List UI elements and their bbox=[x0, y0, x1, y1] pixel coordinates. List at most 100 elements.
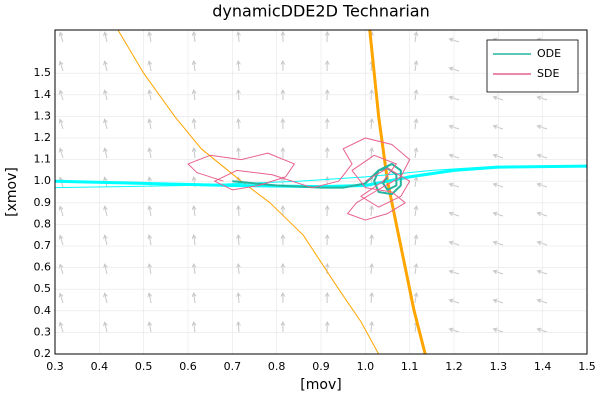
field-arrow bbox=[413, 205, 419, 217]
field-arrow bbox=[369, 147, 374, 159]
y-tick-label: 1.5 bbox=[34, 66, 52, 79]
field-arrow bbox=[236, 117, 241, 130]
field-arrow bbox=[147, 118, 153, 130]
field-arrow bbox=[147, 31, 153, 43]
field-arrow bbox=[324, 117, 330, 130]
field-arrow bbox=[369, 263, 374, 275]
field-arrow bbox=[58, 292, 64, 304]
legend-box bbox=[486, 39, 579, 93]
field-arrow bbox=[413, 31, 419, 43]
field-arrow bbox=[147, 205, 153, 217]
field-arrow bbox=[536, 298, 548, 304]
field-arrow bbox=[413, 263, 419, 275]
y-tick-label: 0.9 bbox=[34, 196, 52, 209]
field-arrow bbox=[147, 147, 153, 159]
field-arrow bbox=[103, 292, 108, 304]
field-arrow bbox=[324, 204, 330, 217]
field-arrow bbox=[236, 146, 241, 159]
field-arrow bbox=[280, 320, 286, 333]
x-axis-label: [mov] bbox=[300, 377, 341, 393]
field-arrow bbox=[58, 205, 64, 217]
field-arrow bbox=[280, 146, 286, 159]
x-tick-label: 1.2 bbox=[445, 360, 463, 373]
field-arrow bbox=[147, 292, 153, 304]
x-tick-label: 0.6 bbox=[179, 360, 197, 373]
field-arrow bbox=[536, 182, 548, 188]
x-tick-label: 0.4 bbox=[91, 360, 109, 373]
field-arrow bbox=[536, 269, 548, 275]
field-arrow bbox=[191, 321, 197, 333]
field-arrow bbox=[413, 234, 419, 246]
field-arrow bbox=[103, 89, 108, 101]
field-arrow bbox=[58, 321, 64, 333]
field-arrow bbox=[103, 321, 108, 333]
field-arrow bbox=[103, 205, 108, 217]
field-arrow bbox=[191, 263, 197, 275]
x-tick-label: 1.5 bbox=[578, 360, 596, 373]
field-arrow bbox=[103, 118, 108, 130]
field-arrow bbox=[103, 31, 108, 43]
field-arrow bbox=[236, 204, 241, 217]
field-arrow bbox=[58, 263, 64, 275]
field-arrow bbox=[191, 147, 197, 159]
field-arrow bbox=[413, 147, 419, 159]
field-arrow bbox=[369, 292, 374, 304]
field-arrow bbox=[369, 118, 374, 130]
chart-title: dynamicDDE2D Technarian bbox=[212, 2, 429, 21]
field-arrow bbox=[413, 118, 419, 130]
field-arrow bbox=[236, 262, 241, 275]
x-tick-label: 1.4 bbox=[534, 360, 552, 373]
field-arrow bbox=[280, 291, 286, 304]
field-arrow bbox=[58, 118, 64, 130]
field-arrow bbox=[236, 291, 241, 304]
field-arrow bbox=[103, 147, 108, 159]
legend-label: ODE bbox=[537, 47, 561, 60]
field-arrow bbox=[536, 95, 548, 101]
field-arrow bbox=[536, 327, 548, 333]
series-line bbox=[117, 30, 380, 354]
series-line bbox=[187, 137, 411, 221]
plot-area bbox=[55, 30, 587, 354]
field-arrow bbox=[191, 60, 197, 72]
legend-label: SDE bbox=[537, 67, 559, 80]
field-arrow bbox=[413, 292, 419, 304]
legend: ODE SDE bbox=[486, 39, 579, 93]
field-arrow bbox=[369, 321, 374, 333]
field-arrow bbox=[236, 30, 241, 43]
field-arrow bbox=[147, 234, 153, 246]
y-tick-label: 0.7 bbox=[34, 239, 52, 252]
field-arrow bbox=[191, 205, 197, 217]
field-arrow bbox=[147, 263, 153, 275]
field-arrow bbox=[324, 262, 330, 275]
field-arrow bbox=[236, 233, 241, 246]
y-tick-label: 1.2 bbox=[34, 131, 52, 144]
field-arrow bbox=[103, 234, 108, 246]
field-arrow bbox=[236, 59, 241, 72]
field-arrow bbox=[147, 321, 153, 333]
field-arrow bbox=[236, 320, 241, 333]
x-tick-label: 0.8 bbox=[268, 360, 286, 373]
field-arrow bbox=[58, 31, 64, 43]
y-tick-label: 0.4 bbox=[34, 304, 52, 317]
y-tick-label: 0.3 bbox=[34, 325, 52, 338]
field-arrow bbox=[191, 292, 197, 304]
y-tick-label: 1.4 bbox=[34, 88, 52, 101]
series-line bbox=[368, 30, 427, 354]
field-arrow bbox=[324, 59, 330, 72]
series-line bbox=[55, 164, 587, 189]
field-arrow bbox=[280, 117, 286, 130]
y-tick-label: 1.3 bbox=[34, 109, 52, 122]
field-arrow bbox=[191, 118, 197, 130]
x-tick-label: 1.0 bbox=[357, 360, 375, 373]
field-arrow bbox=[280, 262, 286, 275]
x-tick-label: 0.9 bbox=[312, 360, 330, 373]
field-arrow bbox=[191, 234, 197, 246]
field-arrow bbox=[58, 147, 64, 159]
field-arrow bbox=[324, 320, 330, 333]
y-tick-label: 0.5 bbox=[34, 282, 52, 295]
field-arrow bbox=[413, 60, 419, 72]
field-arrow bbox=[191, 31, 197, 43]
field-arrow bbox=[58, 234, 64, 246]
field-arrow bbox=[369, 205, 374, 217]
